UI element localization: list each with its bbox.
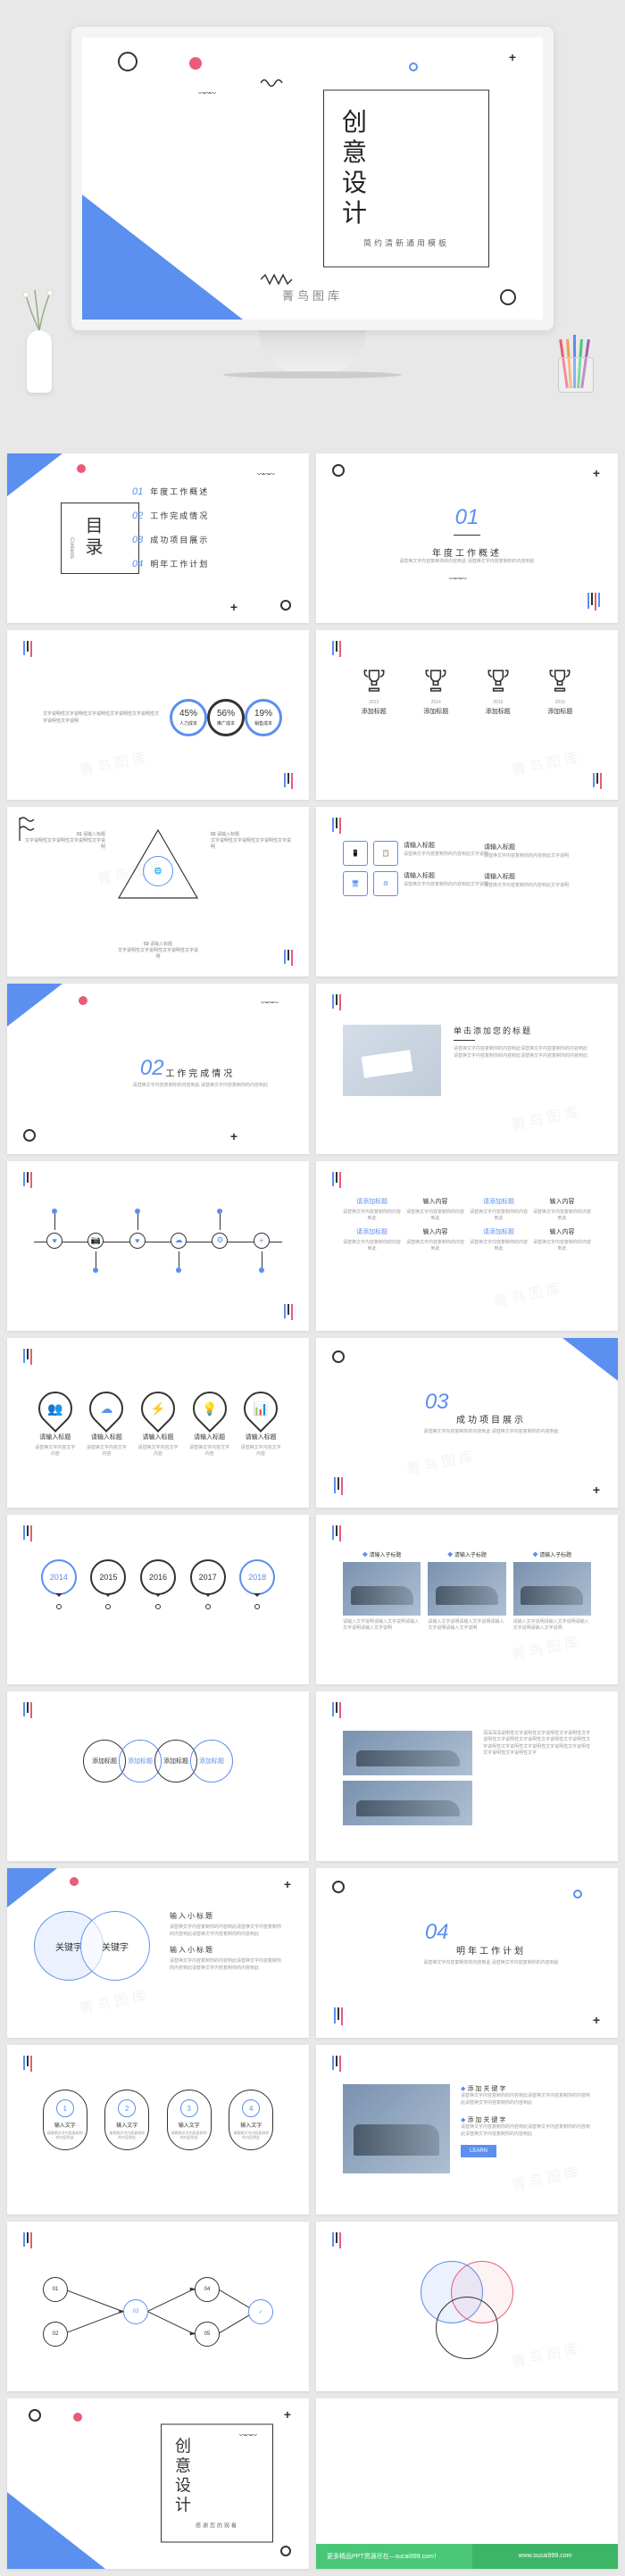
bulb-icon: 💡 bbox=[186, 1384, 234, 1433]
year-balloons: 2014 2015 2016 2017 2018 bbox=[34, 1541, 282, 1595]
slide-percentages[interactable]: 文字说明性文字说明性文字说明性文字说明性文字说明性文字说明性文字说明 45%人力… bbox=[7, 630, 309, 800]
car-photo bbox=[428, 1562, 505, 1616]
heart-icon: ♥ bbox=[129, 1233, 146, 1249]
users-icon: 👥 bbox=[31, 1384, 79, 1433]
car-photo bbox=[343, 2084, 450, 2173]
hero-title: 创意设计 bbox=[335, 109, 371, 230]
toc-label-cn: 目录 bbox=[79, 516, 105, 559]
section-title: 年度工作概述 bbox=[432, 545, 502, 559]
closing-title: 创意设计 bbox=[171, 2438, 194, 2516]
trophy-list: 2013添加标题 2014添加标题 2015添加标题 2016添加标题 bbox=[343, 657, 591, 716]
slide-section-01[interactable]: + 01 年度工作概述 请替换文字内容复制你的内容到此 请替换文字内容复制你的内… bbox=[316, 453, 618, 623]
bolt-icon: ⚡ bbox=[134, 1384, 182, 1433]
slide-toc[interactable]: + Contents 目录 01年度工作概述 02工作完成情况 03成功项目展示… bbox=[7, 453, 309, 623]
camera-icon: 📷 bbox=[88, 1233, 104, 1249]
slide-three-images[interactable]: ◆ 请输入子标题请输入文字说明请输入文字说明请输入文字说明请输入文字说明 ◆ 请… bbox=[316, 1515, 618, 1684]
pct-item-0: 45%人力成本 bbox=[170, 699, 207, 736]
slide-heading-photo[interactable]: 单击添加您的标题 请替换文字内容复制你的内容到此请替换文字内容复制你的内容到此请… bbox=[316, 984, 618, 1153]
car-photo bbox=[343, 1562, 421, 1616]
slide-section-03[interactable]: + 03 成功项目展示 请替换文字内容复制你的内容到此 请替换文字内容复制你的内… bbox=[316, 1338, 618, 1508]
slide-balloons[interactable]: 2014 2015 2016 2017 2018 bbox=[7, 1515, 309, 1684]
triangle-diagram: 🌐 bbox=[113, 825, 203, 905]
gear-icon: ⚙ bbox=[373, 871, 398, 896]
heart-icon: ♥ bbox=[46, 1233, 62, 1249]
slide-heading: 单击添加您的标题 bbox=[454, 1025, 591, 1036]
hero-mockup: + 创意设计 简约清新通用模板 菁鸟图库 bbox=[0, 0, 625, 446]
cloud-icon: ☁ bbox=[171, 1233, 187, 1249]
toc-list: 01年度工作概述 02工作完成情况 03成功项目展示 04明年工作计划 bbox=[132, 486, 209, 582]
learn-button[interactable]: LEARN bbox=[461, 2145, 496, 2157]
mobile-icon: 📱 bbox=[343, 841, 368, 866]
slide-two-images[interactable]: 深深深深说明性文字说明性文字说明性文字说明性文字说明性文字说明性文字说明性文字说… bbox=[316, 1691, 618, 1861]
hero-brand: 菁鸟图库 bbox=[282, 287, 343, 303]
cloud-icon: ☁ bbox=[83, 1384, 131, 1433]
three-image-row: ◆ 请输入子标题请输入文字说明请输入文字说明请输入文字说明请输入文字说明 ◆ 请… bbox=[343, 1541, 591, 1632]
section-number: 01 bbox=[455, 505, 479, 530]
slide-circle-chain[interactable]: 添加标题 添加标题 添加标题 添加标题 bbox=[7, 1691, 309, 1861]
slide-venn3[interactable]: 菁鸟图库 bbox=[316, 2222, 618, 2391]
matrix-grid: 请添加标题请替换文字内容复制你的内容到此 输入内容请替换文字内容复制你的内容到此… bbox=[343, 1188, 591, 1252]
timeline: ♥ 📷 ♥ ☁ ⚙ + bbox=[34, 1206, 282, 1277]
slide-section-04[interactable]: + 04 明年工作计划 请替换文字内容复制你的内容到此 请替换文字内容复制你的内… bbox=[316, 1868, 618, 2038]
closing-subtitle: 感谢您的观看 bbox=[171, 2522, 263, 2530]
clipboard-icon: 📋 bbox=[373, 841, 398, 866]
slide-matrix[interactable]: 请添加标题请替换文字内容复制你的内容到此 输入内容请替换文字内容复制你的内容到此… bbox=[316, 1161, 618, 1331]
slide-triangle[interactable]: 🌐 01 请输入标题文字说明性文字说明性文字说明性文字说明 02 请输入标题文字… bbox=[7, 807, 309, 976]
footer-url[interactable]: www.sucai999.com bbox=[472, 2544, 618, 2569]
slide-closing[interactable]: + 创意设计 感谢您的观看 bbox=[7, 2398, 309, 2568]
vase-decoration bbox=[21, 286, 57, 393]
slide-section-02[interactable]: + 02 工作完成情况 请替换文字内容复制你的内容到此 请替换文字内容复制你的内… bbox=[7, 984, 309, 1153]
pct-description: 文字说明性文字说明性文字说明性文字说明性文字说明性文字说明性文字说明 bbox=[34, 710, 170, 725]
venn-diagram bbox=[404, 2261, 529, 2359]
gear-icon: ⚙ bbox=[212, 1233, 228, 1249]
toc-label-en: Contents bbox=[69, 537, 74, 559]
photo-placeholder bbox=[343, 1025, 441, 1096]
car-photo bbox=[343, 1781, 472, 1825]
car-photo bbox=[513, 1562, 591, 1616]
pencil-cup-decoration bbox=[554, 321, 598, 393]
pct-item-1: 56%推广成本 bbox=[207, 699, 245, 736]
slide-timeline[interactable]: ♥ 📷 ♥ ☁ ⚙ + bbox=[7, 1161, 309, 1331]
slide-grid: + Contents 目录 01年度工作概述 02工作完成情况 03成功项目展示… bbox=[0, 446, 625, 2576]
footer-text-left: 更多精品PPT资源尽在—sucai999.com！ bbox=[316, 2544, 472, 2569]
monitor-frame: + 创意设计 简约清新通用模板 菁鸟图库 bbox=[71, 27, 554, 330]
slide-teardrops[interactable]: 👥请输入标题请替换文字内容文字内容 ☁请输入标题请替换文字内容文字内容 ⚡请输入… bbox=[7, 1338, 309, 1508]
footer-bar: 更多精品PPT资源尽在—sucai999.com！ www.sucai999.c… bbox=[316, 2544, 618, 2569]
slide-flow[interactable]: 01 02 03 04 05 ✓ bbox=[7, 2222, 309, 2391]
flow-diagram: 01 02 03 04 05 ✓ bbox=[34, 2263, 282, 2361]
monitor-icon: 🖥 bbox=[343, 871, 368, 896]
slide-stadium-steps[interactable]: 1输入文字请替换文字内容复制你的内容到此 2输入文字请替换文字内容复制你的内容到… bbox=[7, 2045, 309, 2215]
slide-trophies[interactable]: 2013添加标题 2014添加标题 2015添加标题 2016添加标题 菁鸟图库 bbox=[316, 630, 618, 800]
toc-label-box: Contents 目录 bbox=[61, 503, 139, 574]
keyword-venn: 关键字 关键字 bbox=[34, 1911, 159, 1982]
circle-chain: 添加标题 添加标题 添加标题 添加标题 bbox=[34, 1718, 282, 1782]
globe-icon: 🌐 bbox=[143, 856, 173, 886]
section-sub: 请替换文字内容复制你的内容到此 请替换文字内容复制你的内容到此 bbox=[378, 559, 556, 566]
slide-icon-grid[interactable]: 📱 📋 请输入标题请替换文字内容复制你的内容到此文字说明 🖥 ⚙ 请输入标题请替… bbox=[316, 807, 618, 976]
slide-footer[interactable]: 更多精品PPT资源尽在—sucai999.com！ www.sucai999.c… bbox=[316, 2398, 618, 2568]
teardrop-list: 👥请输入标题请替换文字内容文字内容 ☁请输入标题请替换文字内容文字内容 ⚡请输入… bbox=[34, 1365, 282, 1458]
hero-subtitle: 简约清新通用模板 bbox=[335, 237, 478, 249]
slide-car-keywords[interactable]: ◆ 添加关键字请替换文字内容复制你的内容到此请替换文字内容复制你的内容到此请替换… bbox=[316, 2045, 618, 2215]
car-photo bbox=[343, 1731, 472, 1775]
plus-icon: + bbox=[254, 1233, 270, 1249]
step-list: 1输入文字请替换文字内容复制你的内容到此 2输入文字请替换文字内容复制你的内容到… bbox=[34, 2072, 282, 2149]
chart-icon: 📊 bbox=[237, 1384, 285, 1433]
pct-item-2: 19%销售成本 bbox=[245, 699, 282, 736]
hero-title-frame: 创意设计 简约清新通用模板 bbox=[323, 90, 489, 268]
slide-keywords[interactable]: + 关键字 关键字 输入小标题 请替换文字内容复制你的内容到此请替换文字内容复制… bbox=[7, 1868, 309, 2038]
